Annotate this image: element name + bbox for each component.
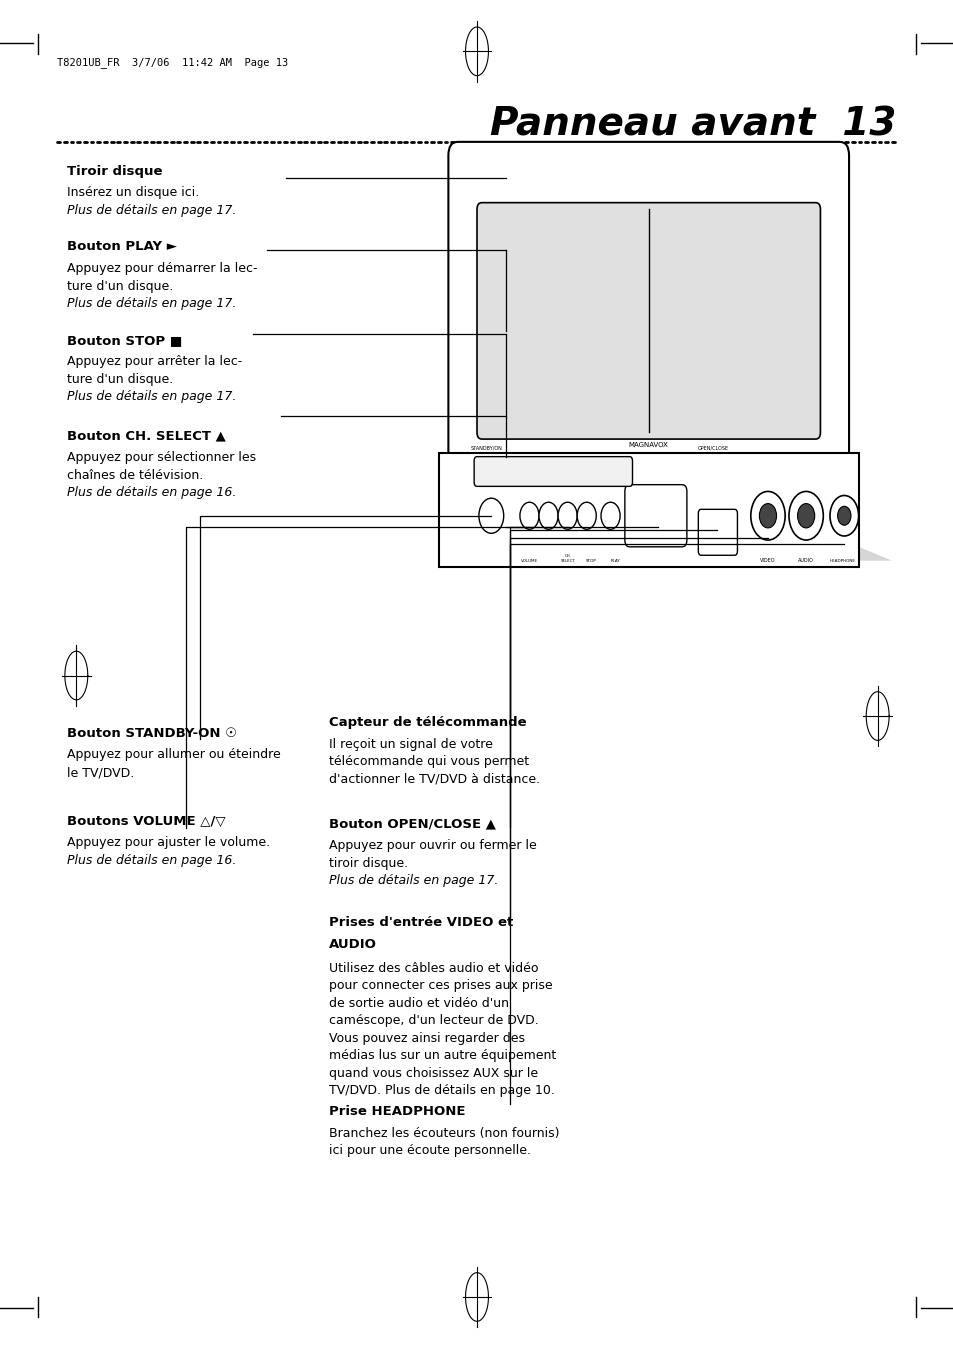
Text: STOP: STOP [585,559,597,563]
FancyBboxPatch shape [624,485,686,547]
Text: T8201UB_FR  3/7/06  11:42 AM  Page 13: T8201UB_FR 3/7/06 11:42 AM Page 13 [57,57,288,68]
Text: Bouton CH. SELECT ▲: Bouton CH. SELECT ▲ [67,430,226,443]
Text: PLAY: PLAY [610,559,619,563]
FancyBboxPatch shape [448,142,848,466]
Circle shape [829,496,858,536]
Text: Plus de détails en page 16.: Plus de détails en page 16. [67,486,236,500]
Text: Branchez les écouteurs (non fournis): Branchez les écouteurs (non fournis) [329,1127,559,1140]
Text: Prises d'entrée VIDEO et: Prises d'entrée VIDEO et [329,916,513,929]
Text: Il reçoit un signal de votre: Il reçoit un signal de votre [329,738,493,751]
Text: Prise HEADPHONE: Prise HEADPHONE [329,1105,465,1119]
Circle shape [759,504,776,528]
Text: Plus de détails en page 17.: Plus de détails en page 17. [329,874,498,888]
Bar [438,453,858,567]
Text: chaînes de télévision.: chaînes de télévision. [67,469,203,482]
Text: MAGNAVOX: MAGNAVOX [628,442,668,447]
Circle shape [519,503,538,530]
Text: ture d'un disque.: ture d'un disque. [67,280,172,293]
Polygon shape [438,480,891,561]
Text: Appuyez pour arrêter la lec-: Appuyez pour arrêter la lec- [67,355,242,369]
Circle shape [577,503,596,530]
Text: Plus de détails en page 17.: Plus de détails en page 17. [67,390,236,404]
Text: d'actionner le TV/DVD à distance.: d'actionner le TV/DVD à distance. [329,773,539,786]
Text: STANDBY/ON: STANDBY/ON [470,446,502,451]
Text: ici pour une écoute personnelle.: ici pour une écoute personnelle. [329,1144,531,1158]
Circle shape [788,492,822,540]
Text: Panneau avant  13: Panneau avant 13 [490,105,896,143]
Circle shape [797,504,814,528]
Text: Tiroir disque: Tiroir disque [67,165,162,178]
Text: Utilisez des câbles audio et vidéo
pour connecter ces prises aux prise
de sortie: Utilisez des câbles audio et vidéo pour … [329,962,556,1097]
Text: VIDEO: VIDEO [760,558,775,563]
Text: Bouton STANDBY-ON ☉: Bouton STANDBY-ON ☉ [67,727,236,740]
Text: Bouton PLAY ►: Bouton PLAY ► [67,240,176,254]
Circle shape [837,507,850,526]
Text: CH.
SELECT: CH. SELECT [559,554,575,563]
Text: Plus de détails en page 16.: Plus de détails en page 16. [67,854,236,867]
Circle shape [478,499,503,534]
Circle shape [558,503,577,530]
Text: AUDIO: AUDIO [329,938,376,951]
Circle shape [600,503,619,530]
Text: télécommande qui vous permet: télécommande qui vous permet [329,755,529,769]
FancyBboxPatch shape [476,203,820,439]
FancyBboxPatch shape [698,509,737,555]
Text: Appuyez pour ouvrir ou fermer le: Appuyez pour ouvrir ou fermer le [329,839,537,852]
Text: Plus de détails en page 17.: Plus de détails en page 17. [67,297,236,311]
Text: OPEN/CLOSE: OPEN/CLOSE [698,446,728,451]
Text: Boutons VOLUME △/▽: Boutons VOLUME △/▽ [67,815,225,828]
Circle shape [538,503,558,530]
Text: Appuyez pour démarrer la lec-: Appuyez pour démarrer la lec- [67,262,257,276]
Text: le TV/DVD.: le TV/DVD. [67,766,133,780]
Text: Bouton OPEN/CLOSE ▲: Bouton OPEN/CLOSE ▲ [329,817,496,831]
Text: Appuyez pour allumer ou éteindre: Appuyez pour allumer ou éteindre [67,748,280,762]
Text: Appuyez pour sélectionner les: Appuyez pour sélectionner les [67,451,255,465]
Text: Capteur de télécommande: Capteur de télécommande [329,716,526,730]
Circle shape [750,492,784,540]
Text: Plus de détails en page 17.: Plus de détails en page 17. [67,204,236,218]
Text: Insérez un disque ici.: Insérez un disque ici. [67,186,199,200]
Text: Appuyez pour ajuster le volume.: Appuyez pour ajuster le volume. [67,836,270,850]
Text: VOLUME: VOLUME [520,559,537,563]
Text: Bouton STOP ■: Bouton STOP ■ [67,334,182,347]
Text: AUDIO: AUDIO [798,558,813,563]
FancyBboxPatch shape [474,457,632,486]
Text: tiroir disque.: tiroir disque. [329,857,408,870]
Text: ture d'un disque.: ture d'un disque. [67,373,172,386]
Text: HEADPHONE: HEADPHONE [828,559,855,563]
